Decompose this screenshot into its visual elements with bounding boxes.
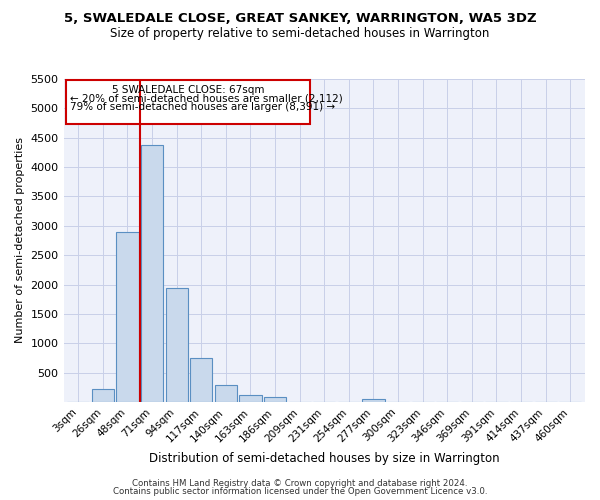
Text: ← 20% of semi-detached houses are smaller (2,112): ← 20% of semi-detached houses are smalle… (70, 94, 343, 104)
Bar (166, 288, 188, 402)
Bar (116, 232, 139, 402)
Text: Contains public sector information licensed under the Open Government Licence v3: Contains public sector information licen… (113, 487, 487, 496)
Bar (362, 398, 385, 402)
Bar (92, 388, 114, 402)
Bar (66, 80, 310, 124)
Bar (264, 398, 286, 402)
Text: 5 SWALEDALE CLOSE: 67sqm: 5 SWALEDALE CLOSE: 67sqm (112, 85, 264, 95)
Text: 5, SWALEDALE CLOSE, GREAT SANKEY, WARRINGTON, WA5 3DZ: 5, SWALEDALE CLOSE, GREAT SANKEY, WARRIN… (64, 12, 536, 26)
Bar (190, 358, 212, 402)
X-axis label: Distribution of semi-detached houses by size in Warrington: Distribution of semi-detached houses by … (149, 452, 500, 465)
Bar (215, 385, 237, 402)
Bar (239, 395, 262, 402)
Y-axis label: Number of semi-detached properties: Number of semi-detached properties (15, 138, 25, 344)
Text: Contains HM Land Registry data © Crown copyright and database right 2024.: Contains HM Land Registry data © Crown c… (132, 478, 468, 488)
Text: Size of property relative to semi-detached houses in Warrington: Size of property relative to semi-detach… (110, 28, 490, 40)
Bar (141, 145, 163, 402)
Text: 79% of semi-detached houses are larger (8,391) →: 79% of semi-detached houses are larger (… (70, 102, 335, 112)
